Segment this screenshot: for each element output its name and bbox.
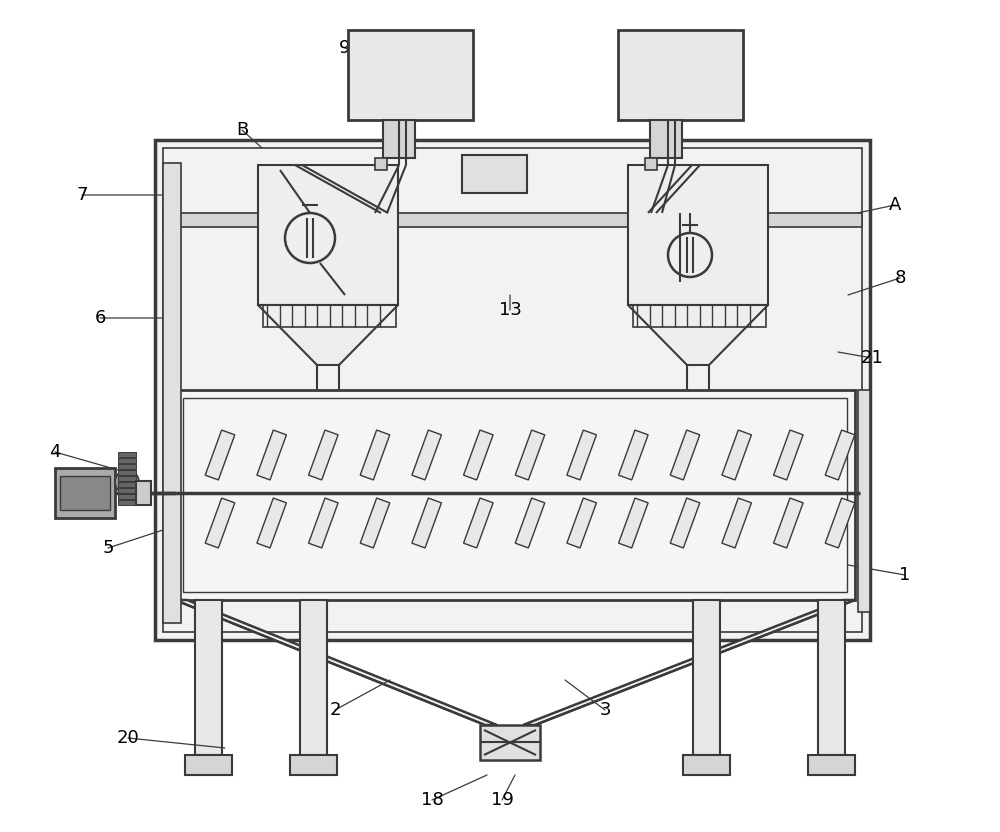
Text: 4: 4 — [49, 443, 61, 461]
Circle shape — [115, 470, 139, 494]
Bar — [55, 468, 115, 518]
Bar — [136, 481, 151, 505]
Text: 9: 9 — [339, 39, 351, 57]
Text: 13: 13 — [499, 301, 521, 319]
Text: 20: 20 — [117, 729, 139, 747]
Bar — [60, 476, 110, 510]
Polygon shape — [567, 498, 596, 548]
Polygon shape — [257, 430, 286, 480]
Bar — [118, 482, 136, 487]
Bar — [195, 600, 222, 755]
Bar — [628, 165, 768, 305]
Polygon shape — [619, 498, 648, 548]
Polygon shape — [825, 430, 855, 480]
Bar — [118, 470, 136, 475]
Text: 6: 6 — [94, 309, 106, 327]
Polygon shape — [515, 430, 545, 480]
Polygon shape — [670, 498, 700, 548]
Bar — [300, 600, 327, 755]
Polygon shape — [464, 430, 493, 480]
Polygon shape — [205, 498, 235, 548]
Polygon shape — [258, 305, 398, 365]
Text: 10: 10 — [719, 33, 741, 51]
Polygon shape — [774, 498, 803, 548]
Bar — [118, 464, 136, 469]
Polygon shape — [309, 498, 338, 548]
Bar — [462, 155, 527, 193]
Bar — [645, 158, 657, 170]
Text: 2: 2 — [329, 701, 341, 719]
Polygon shape — [360, 498, 390, 548]
Bar — [818, 600, 845, 755]
Bar — [118, 494, 136, 499]
Text: A: A — [889, 196, 901, 214]
Polygon shape — [722, 430, 751, 480]
Bar — [693, 600, 720, 755]
Bar — [375, 158, 387, 170]
Bar — [290, 755, 337, 775]
Bar — [185, 755, 232, 775]
Bar — [118, 500, 136, 505]
Polygon shape — [257, 498, 286, 548]
Text: 7: 7 — [76, 186, 88, 204]
Bar — [163, 213, 862, 227]
Polygon shape — [619, 430, 648, 480]
Bar — [258, 165, 398, 305]
Polygon shape — [515, 498, 545, 548]
Text: 1: 1 — [899, 566, 911, 584]
Bar — [163, 163, 181, 623]
Polygon shape — [567, 430, 596, 480]
Polygon shape — [523, 600, 855, 725]
Bar — [808, 755, 855, 775]
Polygon shape — [412, 498, 441, 548]
Polygon shape — [155, 140, 870, 640]
Text: 5: 5 — [102, 539, 114, 557]
Polygon shape — [412, 430, 441, 480]
Polygon shape — [774, 430, 803, 480]
Bar — [480, 725, 540, 760]
Bar — [118, 476, 136, 481]
Text: 19: 19 — [491, 791, 513, 809]
Bar — [348, 30, 473, 120]
Polygon shape — [464, 498, 493, 548]
Text: 18: 18 — [421, 791, 443, 809]
Polygon shape — [205, 430, 235, 480]
Polygon shape — [360, 430, 390, 480]
Text: 8: 8 — [894, 269, 906, 287]
Polygon shape — [628, 305, 768, 365]
Text: 21: 21 — [861, 349, 883, 367]
Polygon shape — [175, 390, 855, 600]
Bar — [118, 452, 136, 457]
Bar — [633, 305, 766, 327]
Text: 3: 3 — [599, 701, 611, 719]
Polygon shape — [670, 430, 700, 480]
Bar — [118, 458, 136, 463]
Bar — [650, 120, 682, 158]
Text: B: B — [236, 121, 248, 139]
Bar — [618, 30, 743, 120]
Polygon shape — [175, 600, 497, 725]
Bar — [118, 488, 136, 493]
Polygon shape — [722, 498, 751, 548]
Bar — [858, 390, 870, 612]
Polygon shape — [825, 498, 855, 548]
Bar — [383, 120, 415, 158]
Polygon shape — [309, 430, 338, 480]
Bar — [683, 755, 730, 775]
Bar — [263, 305, 396, 327]
